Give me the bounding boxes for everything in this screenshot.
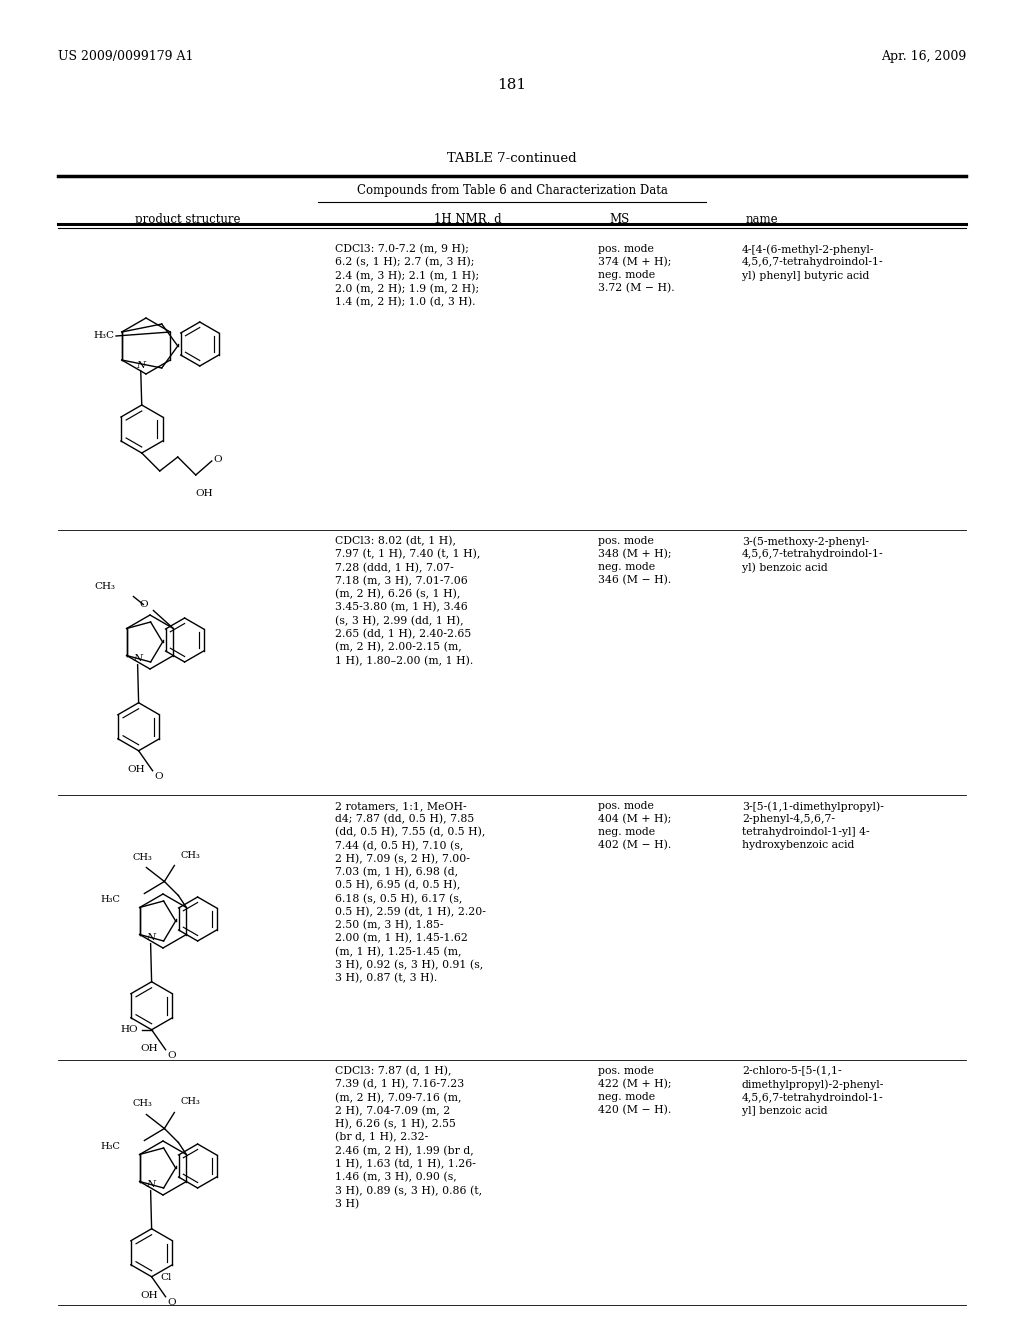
Text: 1H NMR, d: 1H NMR, d [434,213,502,226]
Text: TABLE 7-continued: TABLE 7-continued [447,152,577,165]
Text: OH: OH [195,488,213,498]
Text: name: name [745,213,778,226]
Text: pos. mode
404 (M + H);
neg. mode
402 (M − H).: pos. mode 404 (M + H); neg. mode 402 (M … [598,801,672,850]
Text: CDCl3: 7.87 (d, 1 H),
7.39 (d, 1 H), 7.16-7.23
(m, 2 H), 7.09-7.16 (m,
2 H), 7.0: CDCl3: 7.87 (d, 1 H), 7.39 (d, 1 H), 7.1… [335,1067,482,1209]
Text: O: O [213,454,222,463]
Text: HO: HO [120,1026,137,1035]
Text: Cl: Cl [161,1272,172,1282]
Text: O: O [167,1299,176,1307]
Text: CH₃: CH₃ [180,850,201,859]
Text: product structure: product structure [135,213,241,226]
Text: Apr. 16, 2009: Apr. 16, 2009 [881,50,966,63]
Text: MS: MS [610,213,630,226]
Text: Compounds from Table 6 and Characterization Data: Compounds from Table 6 and Characterizat… [356,183,668,197]
Text: O: O [139,601,147,609]
Text: 2-chloro-5-[5-(1,1-
dimethylpropyl)-2-phenyl-
4,5,6,7-tetrahydroindol-1-
yl] ben: 2-chloro-5-[5-(1,1- dimethylpropyl)-2-ph… [742,1067,885,1115]
Text: CH₃: CH₃ [132,853,153,862]
Text: N: N [136,360,145,370]
Text: H₃C: H₃C [100,895,121,904]
Text: H₃C: H₃C [100,1142,121,1151]
Text: H₃C: H₃C [93,331,114,341]
Text: pos. mode
348 (M + H);
neg. mode
346 (M − H).: pos. mode 348 (M + H); neg. mode 346 (M … [598,536,672,585]
Text: 3-(5-methoxy-2-phenyl-
4,5,6,7-tetrahydroindol-1-
yl) benzoic acid: 3-(5-methoxy-2-phenyl- 4,5,6,7-tetrahydr… [742,536,884,573]
Text: OH: OH [141,1044,159,1053]
Text: 4-[4-(6-methyl-2-phenyl-
4,5,6,7-tetrahydroindol-1-
yl) phenyl] butyric acid: 4-[4-(6-methyl-2-phenyl- 4,5,6,7-tetrahy… [742,244,884,281]
Text: pos. mode
374 (M + H);
neg. mode
3.72 (M − H).: pos. mode 374 (M + H); neg. mode 3.72 (M… [598,244,675,293]
Text: CH₃: CH₃ [94,582,116,591]
Text: 2 rotamers, 1:1, MeOH-
d4; 7.87 (dd, 0.5 H), 7.85
(dd, 0.5 H), 7.55 (d, 0.5 H),
: 2 rotamers, 1:1, MeOH- d4; 7.87 (dd, 0.5… [335,801,485,983]
Text: N: N [146,1180,156,1189]
Text: CDCl3: 7.0-7.2 (m, 9 H);
6.2 (s, 1 H); 2.7 (m, 3 H);
2.4 (m, 3 H); 2.1 (m, 1 H);: CDCl3: 7.0-7.2 (m, 9 H); 6.2 (s, 1 H); 2… [335,244,479,308]
Text: pos. mode
422 (M + H);
neg. mode
420 (M − H).: pos. mode 422 (M + H); neg. mode 420 (M … [598,1067,672,1115]
Text: OH: OH [141,1291,159,1300]
Text: N: N [146,933,156,942]
Text: 181: 181 [498,78,526,92]
Text: CH₃: CH₃ [132,1100,153,1109]
Text: 3-[5-(1,1-dimethylpropyl)-
2-phenyl-4,5,6,7-
tetrahydroindol-1-yl] 4-
hydroxyben: 3-[5-(1,1-dimethylpropyl)- 2-phenyl-4,5,… [742,801,884,850]
Text: OH: OH [128,764,145,774]
Text: CH₃: CH₃ [180,1097,201,1106]
Text: O: O [167,1051,176,1060]
Text: N: N [133,655,142,663]
Text: O: O [155,772,163,781]
Text: US 2009/0099179 A1: US 2009/0099179 A1 [58,50,194,63]
Text: CDCl3: 8.02 (dt, 1 H),
7.97 (t, 1 H), 7.40 (t, 1 H),
7.28 (ddd, 1 H), 7.07-
7.18: CDCl3: 8.02 (dt, 1 H), 7.97 (t, 1 H), 7.… [335,536,480,665]
